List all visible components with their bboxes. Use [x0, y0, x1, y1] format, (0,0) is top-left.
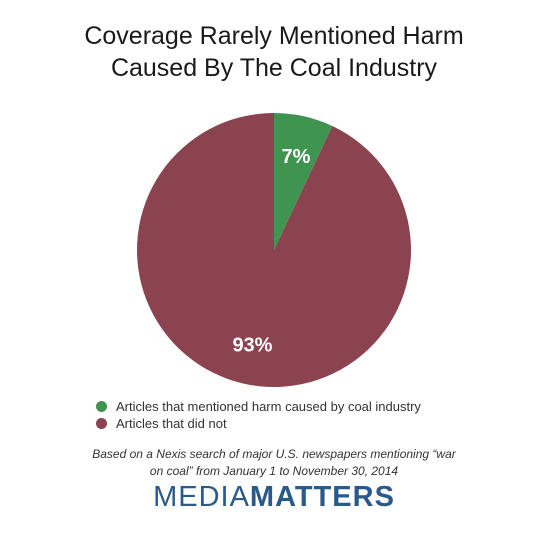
legend-item-mentioned: Articles that mentioned harm caused by c…	[96, 398, 421, 415]
logo-text-media: MEDIA	[153, 481, 250, 513]
chart-title-line-1: Coverage Rarely Mentioned Harm	[84, 22, 464, 50]
pie-chart: 7% 93%	[137, 113, 412, 388]
chart-legend: Articles that mentioned harm caused by c…	[96, 398, 421, 432]
source-note-line-1: Based on a Nexis search of major U.S. ne…	[92, 447, 456, 461]
source-note: Based on a Nexis search of major U.S. ne…	[60, 446, 488, 480]
chart-title: Coverage Rarely Mentioned Harm Caused By…	[0, 20, 548, 84]
logo-text-matters: MATTERS	[249, 481, 395, 513]
pie-label-mentioned: 7%	[281, 146, 310, 168]
legend-label-did-not: Articles that did not	[116, 416, 227, 431]
pie-slice-did-not	[137, 113, 412, 388]
pie-slice-mentioned	[274, 113, 333, 250]
legend-swatch-did-not	[96, 418, 107, 429]
chart-title-line-2: Caused By The Coal Industry	[110, 54, 438, 82]
legend-label-mentioned: Articles that mentioned harm caused by c…	[116, 399, 421, 414]
pie-label-did-not: 93%	[232, 335, 272, 357]
legend-item-did-not: Articles that did not	[96, 415, 421, 432]
legend-swatch-mentioned	[96, 401, 107, 412]
media-matters-logo: MEDIAMATTERS	[0, 481, 548, 514]
source-note-line-2: on coal” from January 1 to November 30, …	[149, 464, 399, 478]
